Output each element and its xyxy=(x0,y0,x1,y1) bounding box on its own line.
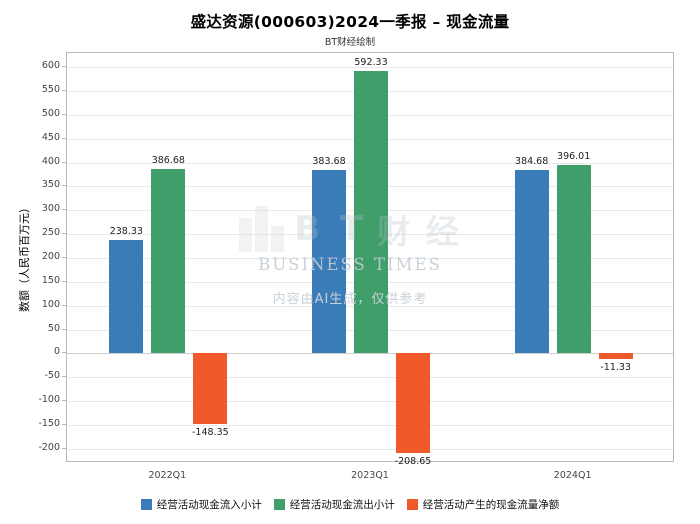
y-tick-mark xyxy=(62,137,66,139)
y-tick-mark xyxy=(62,113,66,115)
y-tick-mark xyxy=(62,304,66,306)
bar-value-label: 386.68 xyxy=(151,155,185,166)
y-tick-mark xyxy=(62,90,66,92)
y-tick-mark xyxy=(62,280,66,282)
bar-value-label: 396.01 xyxy=(557,150,591,162)
y-tick-label: 350 xyxy=(41,179,60,191)
bar-value-label: 383.68 xyxy=(312,156,346,168)
bar: 384.68 xyxy=(514,156,549,354)
y-tick-label: 300 xyxy=(41,203,60,215)
legend-swatch xyxy=(406,499,418,510)
y-tick-label: 500 xyxy=(41,107,60,119)
x-tick-label: 2023Q1 xyxy=(351,470,389,481)
y-tick-label: 200 xyxy=(41,251,60,262)
zero-line xyxy=(67,353,673,355)
y-tick-label: 50 xyxy=(47,322,60,334)
bar: -148.35 xyxy=(192,353,229,438)
y-tick-mark xyxy=(62,376,66,378)
y-tick-label: 250 xyxy=(41,227,60,239)
legend: 经营活动现金流入小计 经营活动现金流出小计 经营活动产生的现金流量净额 xyxy=(0,497,700,512)
y-tick-label: 150 xyxy=(41,274,60,286)
y-tick-label: 450 xyxy=(41,131,60,143)
y-tick-label: 550 xyxy=(41,84,60,96)
y-tick-label: 0 xyxy=(53,346,60,358)
legend-swatch xyxy=(273,499,285,510)
y-tick-label: -50 xyxy=(44,370,60,382)
y-tick-mark xyxy=(62,423,66,425)
y-tick-mark xyxy=(62,66,66,68)
y-tick-label: 400 xyxy=(41,155,60,167)
y-tick-mark xyxy=(62,352,66,354)
y-tick-label: 100 xyxy=(41,298,60,310)
y-tick-mark xyxy=(62,209,66,211)
bar-value-label: -148.35 xyxy=(191,427,229,439)
x-tick-label: 2024Q1 xyxy=(553,470,592,481)
y-tick-label: -100 xyxy=(38,394,60,406)
bar: 592.33 xyxy=(354,57,388,354)
legend-item[interactable]: 经营活动产生的现金流量净额 xyxy=(406,497,560,512)
bar: 396.01 xyxy=(556,151,591,354)
bar: -208.65 xyxy=(395,353,431,467)
y-tick-mark xyxy=(62,400,66,402)
plot-area: 238.33 386.68 -148.35 383.68 592.33 -208.65 38… xyxy=(66,52,674,467)
gridline xyxy=(67,377,673,379)
bar: 238.33 xyxy=(109,226,144,354)
bar-value-label: 238.33 xyxy=(109,225,143,237)
bar-value-label: 592.33 xyxy=(354,56,388,68)
bar: 383.68 xyxy=(312,156,346,354)
bar: 386.68 xyxy=(151,155,186,354)
y-tick-label: 600 xyxy=(41,60,60,72)
legend-label: 经营活动现金流入小计 xyxy=(156,499,262,511)
y-tick-mark xyxy=(62,447,66,449)
x-tick-label: 2022Q1 xyxy=(148,470,187,481)
legend-label: 经营活动产生的现金流量净额 xyxy=(422,499,560,511)
legend-item[interactable]: 经营活动现金流入小计 xyxy=(140,497,262,512)
chart-title: 盛达资源(000603)2024一季报 – 现金流量 xyxy=(190,13,510,31)
gridline xyxy=(67,401,673,403)
y-tick-mark xyxy=(62,257,66,258)
gridline xyxy=(67,424,673,426)
y-tick-mark xyxy=(62,161,66,163)
bar-value-label: -11.33 xyxy=(600,361,631,373)
gridline xyxy=(67,67,673,69)
legend-label: 经营活动现金流出小计 xyxy=(289,499,395,511)
y-tick-mark xyxy=(62,185,66,187)
legend-item[interactable]: 经营活动现金流出小计 xyxy=(273,497,395,512)
gridline xyxy=(67,448,673,450)
y-tick-label: -150 xyxy=(38,417,60,429)
chart-subtitle: BT财经绘制 xyxy=(324,37,376,48)
y-tick-mark xyxy=(62,328,66,330)
bar-value-label: 384.68 xyxy=(515,155,549,167)
legend-swatch xyxy=(140,499,152,510)
y-tick-label: -200 xyxy=(38,441,60,453)
y-tick-mark xyxy=(62,233,66,235)
bar: -11.33 xyxy=(598,353,633,373)
bar-value-label: -208.65 xyxy=(394,455,432,467)
